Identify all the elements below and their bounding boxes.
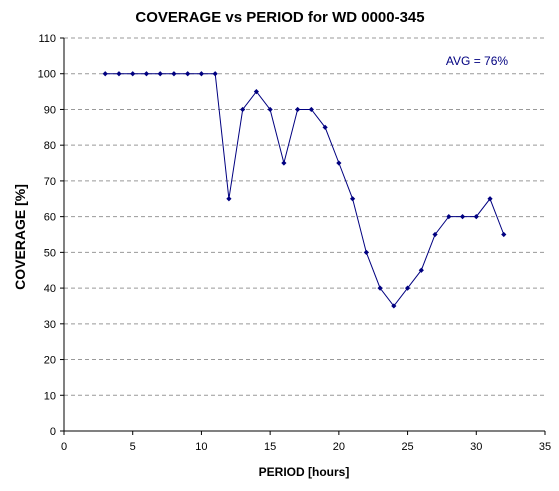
x-tick-label: 20: [333, 441, 345, 453]
x-tick-label: 25: [401, 441, 413, 453]
x-tick-label: 5: [130, 441, 136, 453]
series-line: [105, 73, 505, 307]
y-tick-label: 20: [44, 355, 56, 367]
data-point: [487, 196, 493, 202]
data-point: [404, 285, 411, 291]
data-point: [226, 196, 232, 202]
y-tick-label: 100: [38, 69, 56, 81]
y-tick-label: 110: [38, 33, 56, 45]
x-tick-label: 35: [539, 441, 551, 453]
data-point: [391, 303, 397, 309]
data-point: [295, 106, 301, 113]
y-tick-label: 80: [44, 140, 56, 152]
chart-title: COVERAGE vs PERIOD for WD 0000-345: [135, 9, 424, 26]
y-axis-label: COVERAGE [%]: [12, 184, 28, 290]
data-point: [130, 71, 136, 77]
data-point: [446, 214, 452, 220]
data-point: [459, 214, 466, 220]
coverage-series: [102, 71, 507, 309]
y-tick-label: 30: [44, 319, 56, 331]
x-tick-label: 10: [195, 441, 207, 453]
data-point: [432, 231, 438, 238]
x-tick-label: 0: [61, 441, 67, 453]
y-tick-label: 90: [44, 104, 56, 116]
data-point: [116, 71, 122, 77]
data-point: [418, 267, 424, 273]
data-point: [501, 231, 507, 238]
data-point: [143, 71, 150, 77]
data-point: [281, 160, 287, 166]
y-tick-labels: 0 10 20 30 40 50 60 70 80 90 100 110: [38, 33, 56, 438]
data-point: [240, 106, 246, 113]
y-tick-label: 70: [44, 176, 56, 188]
y-tick-label: 40: [44, 283, 56, 295]
x-tick-label: 15: [264, 441, 276, 453]
data-point: [212, 71, 218, 77]
data-point: [377, 285, 383, 291]
data-point: [185, 71, 191, 77]
x-tick-label: 30: [470, 441, 482, 453]
average-annotation: AVG = 76%: [446, 54, 508, 68]
y-tick-label: 0: [50, 426, 56, 438]
data-point: [350, 196, 356, 202]
x-axis-label: PERIOD [hours]: [259, 465, 350, 479]
y-tick-label: 60: [44, 212, 56, 224]
data-point: [267, 106, 273, 113]
data-point: [198, 71, 205, 77]
data-point: [102, 71, 108, 77]
data-point: [171, 71, 177, 77]
data-point: [157, 71, 163, 77]
data-point: [336, 160, 342, 166]
data-point: [253, 88, 259, 95]
y-tick-label: 50: [44, 247, 56, 259]
data-point: [363, 249, 369, 255]
y-tick-label: 10: [44, 390, 56, 402]
data-point: [322, 124, 328, 130]
data-point: [473, 214, 479, 220]
x-tick-labels: 0 5 10 15 20 25 30 35: [61, 441, 551, 453]
data-point: [308, 106, 314, 113]
axes: [60, 37, 546, 435]
